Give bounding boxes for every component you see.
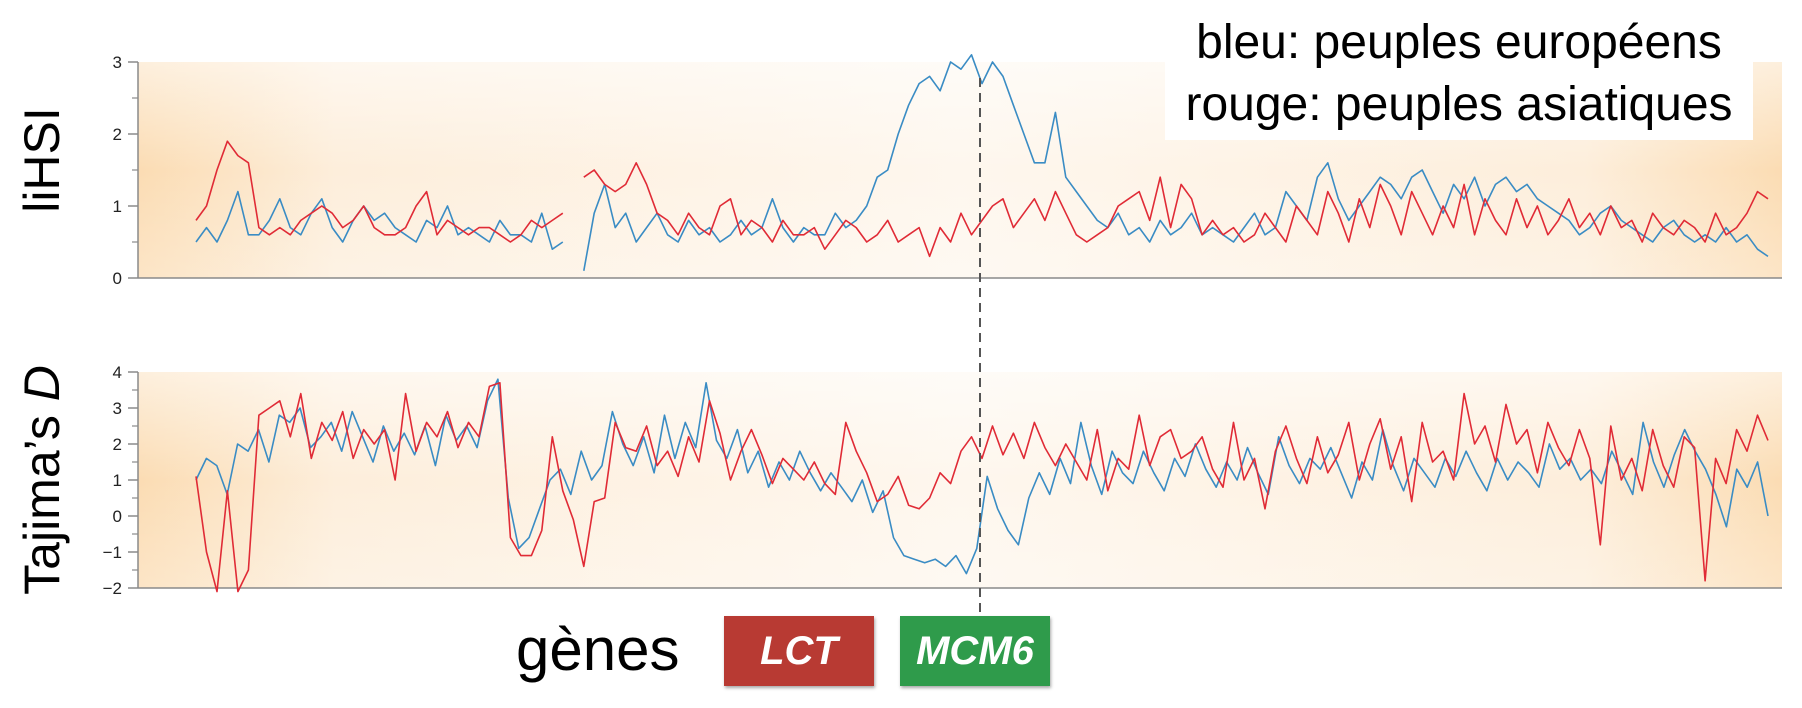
- lihs-axis-label: liHSI: [13, 107, 70, 213]
- series-red-line: [195, 140, 1769, 258]
- y-tick-label: −2: [103, 579, 122, 598]
- tajima-label-text: Tajima’s D: [13, 365, 70, 595]
- legend-blue: bleu: peuples européens: [1196, 16, 1722, 69]
- mcm6-gene-box: MCM6: [900, 616, 1050, 686]
- legend: bleu: peuples européens rouge: peuples a…: [1165, 12, 1753, 140]
- tajima-panel: −2 −1 0 1 2 3 4: [103, 363, 1782, 598]
- y-tick-label: 2: [113, 435, 122, 454]
- tajima-axis-label: Tajima’s D: [13, 365, 71, 595]
- plot-background-fade: [138, 372, 1782, 588]
- genes-label: gènes: [516, 616, 680, 683]
- series-red-line: [195, 382, 1769, 593]
- y-tick-label: −1: [103, 543, 122, 562]
- series-blue-line: [195, 378, 1769, 575]
- y-tick-label: 1: [113, 197, 122, 216]
- y-tick-label: 0: [113, 269, 122, 288]
- y-tick-label: 0: [113, 507, 122, 526]
- lct-gene-box: LCT: [724, 616, 874, 686]
- y-tick-label: 1: [113, 471, 122, 490]
- y-tick-label: 4: [113, 363, 122, 382]
- legend-red: rouge: peuples asiatiques: [1185, 78, 1733, 131]
- y-tick-label: 3: [113, 399, 122, 418]
- y-tick-label: 3: [113, 53, 122, 72]
- tajima-label-d: D: [13, 365, 70, 402]
- y-tick-label: 2: [113, 125, 122, 144]
